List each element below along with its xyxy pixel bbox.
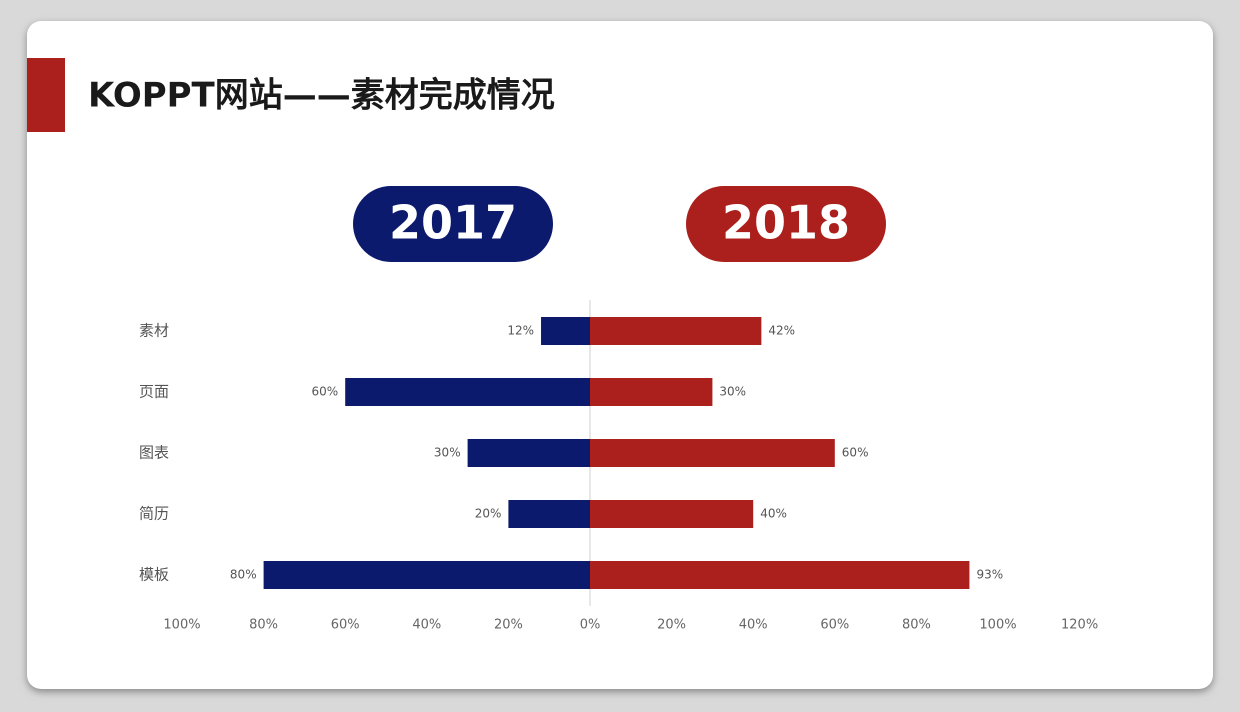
value-label: 30% (719, 385, 746, 399)
x-tick-label: 100% (979, 618, 1016, 633)
bar (590, 317, 762, 345)
value-label: 12% (507, 324, 534, 338)
value-label: 30% (434, 446, 461, 460)
legend-label: 2017 (389, 196, 517, 250)
x-tick-label: 40% (739, 618, 768, 633)
value-label: 60% (312, 385, 339, 399)
bar (590, 500, 754, 528)
value-label: 40% (760, 507, 787, 521)
x-tick-label: 80% (902, 618, 931, 633)
bar (345, 378, 590, 406)
card (27, 21, 1213, 689)
bar (541, 317, 590, 345)
category-label: 简历 (139, 505, 169, 523)
category-label: 素材 (139, 322, 169, 340)
legend-label: 2018 (722, 196, 850, 250)
x-tick-label: 80% (249, 618, 278, 633)
bar (590, 561, 970, 589)
x-tick-label: 40% (412, 618, 441, 633)
title-accent (27, 58, 65, 132)
legend-pill (353, 186, 553, 262)
value-label: 80% (230, 568, 257, 582)
bar (508, 500, 590, 528)
x-tick-label: 100% (163, 618, 200, 633)
slide-title: KOPPT网站——素材完成情况 (88, 76, 555, 116)
x-tick-label: 120% (1061, 618, 1098, 633)
x-tick-label: 60% (331, 618, 360, 633)
bar (590, 378, 713, 406)
x-tick-label: 0% (580, 618, 601, 633)
legend-pill (686, 186, 886, 262)
category-label: 图表 (139, 444, 169, 462)
value-label: 60% (842, 446, 869, 460)
category-label: 模板 (139, 566, 169, 584)
category-label: 页面 (139, 383, 169, 401)
value-label: 93% (976, 568, 1003, 582)
value-label: 20% (475, 507, 502, 521)
bar (263, 561, 590, 589)
bar (590, 439, 835, 467)
x-tick-label: 60% (820, 618, 849, 633)
x-tick-label: 20% (657, 618, 686, 633)
bar (467, 439, 590, 467)
value-label: 42% (768, 324, 795, 338)
x-tick-label: 20% (494, 618, 523, 633)
